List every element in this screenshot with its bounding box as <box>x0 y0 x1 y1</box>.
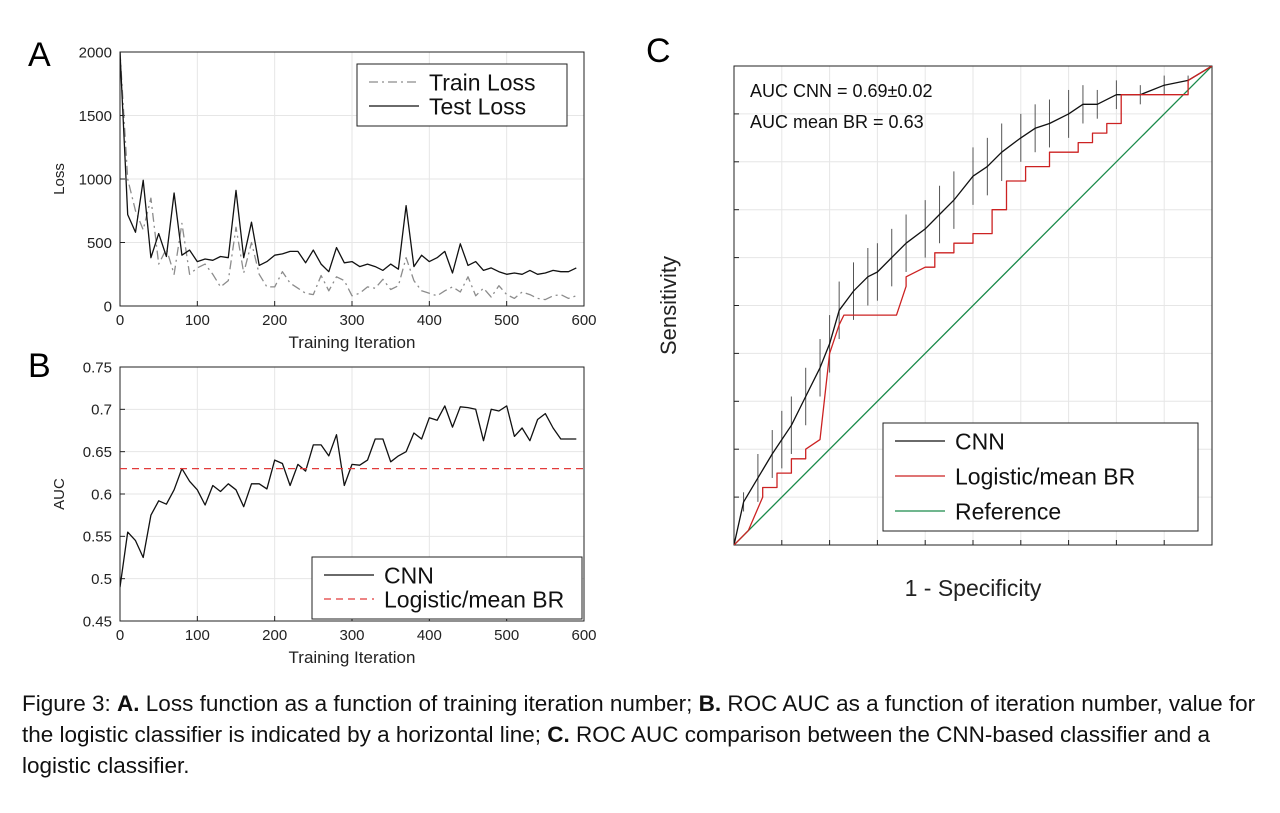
y-axis-label: Sensitivity <box>656 256 681 355</box>
y-tick-label: 0.6 <box>91 486 112 503</box>
x-axis-label: Training Iteration <box>289 333 416 352</box>
y-tick-label: 0.45 <box>83 613 112 630</box>
legend-label: Reference <box>955 498 1061 524</box>
legend-label: Train Loss <box>429 69 536 95</box>
auc-annotation: AUC mean BR = 0.63 <box>750 112 924 132</box>
x-tick-label: 200 <box>262 627 287 644</box>
x-tick-label: 400 <box>417 627 442 644</box>
x-tick-label: 400 <box>417 312 442 329</box>
y-tick-label: 0.7 <box>91 402 112 419</box>
x-tick-label: 0 <box>116 627 124 644</box>
y-tick-label: 2000 <box>79 44 112 61</box>
x-tick-label: 100 <box>185 627 210 644</box>
y-tick-label: 0.5 <box>91 571 112 588</box>
legend-box <box>356 63 568 127</box>
series-line-logistic-mean-br <box>734 66 1212 545</box>
auc-chart: 0 100 200 300 400 500 600 0.45 0.5 0.55 0.6 0.65 0.7… <box>51 359 597 667</box>
legend-box <box>311 556 583 620</box>
x-tick-label: 600 <box>571 312 596 329</box>
y-tick-label: 0.75 <box>83 359 112 376</box>
legend-label: Logistic/mean BR <box>955 463 1135 489</box>
y-tick-label: 0 <box>104 298 112 315</box>
legend-label: CNN <box>955 428 1005 454</box>
x-tick-label: 200 <box>262 312 287 329</box>
x-tick-label: 500 <box>494 312 519 329</box>
caption-text-b: ROC AUC as a function of iteration numbe… <box>22 691 1256 747</box>
x-tick-label: 0 <box>116 312 124 329</box>
legend-label: Test Loss <box>429 93 526 119</box>
x-tick-label: 100 <box>185 312 210 329</box>
y-tick-label: 0.55 <box>83 529 112 546</box>
x-tick-label: 300 <box>339 627 364 644</box>
caption-label-c: C. <box>547 722 570 747</box>
y-tick-label: 1500 <box>79 108 112 125</box>
series-group <box>120 405 584 588</box>
caption-label-b: B. <box>698 691 722 716</box>
panel-letter-c: C <box>646 32 671 70</box>
series-line-cnn <box>120 405 577 588</box>
loss-chart: 0 100 200 300 400 500 600 0 500 1000 1500 2000 Train… <box>51 44 597 352</box>
roc-chart: 1 - Specificity Sensitivity CNN Logistic/me… <box>656 65 1213 601</box>
panel-letter-a: A <box>28 36 51 74</box>
series-line-test-loss <box>120 52 577 275</box>
x-tick-label: 600 <box>571 627 596 644</box>
x-axis-label: Training Iteration <box>289 648 416 667</box>
caption-text-c: ROC AUC comparison between the CNN-based… <box>22 722 1211 778</box>
figure-panels: A B C 0 100 200 300 400 500 600050010001500200… <box>28 32 1213 667</box>
series-group <box>734 66 1212 545</box>
x-tick-label: 500 <box>494 627 519 644</box>
y-tick-label: 1000 <box>79 171 112 188</box>
x-tick-label: 300 <box>339 312 364 329</box>
y-tick-label: 0.65 <box>83 444 112 461</box>
legend-label: Logistic/mean BR <box>384 586 564 612</box>
series-line-cnn <box>734 66 1212 545</box>
series-group <box>120 52 577 301</box>
panel-letter-b: B <box>28 347 51 385</box>
caption-text-a: Loss function as a function of training … <box>139 691 699 716</box>
caption-label-a: A. <box>117 691 140 716</box>
y-tick-label: 500 <box>87 235 112 252</box>
series-line-train-loss <box>120 52 577 301</box>
caption-prefix: Figure 3: <box>22 691 118 716</box>
y-axis-label: Loss <box>51 163 68 195</box>
figure-caption: Figure 3: A. Loss function as a function… <box>22 688 1262 781</box>
x-axis-label: 1 - Specificity <box>905 575 1042 601</box>
series-line-reference <box>734 66 1212 545</box>
y-axis-label: AUC <box>51 478 68 510</box>
auc-annotation: AUC CNN = 0.69±0.02 <box>750 81 932 101</box>
legend-label: CNN <box>384 562 434 588</box>
